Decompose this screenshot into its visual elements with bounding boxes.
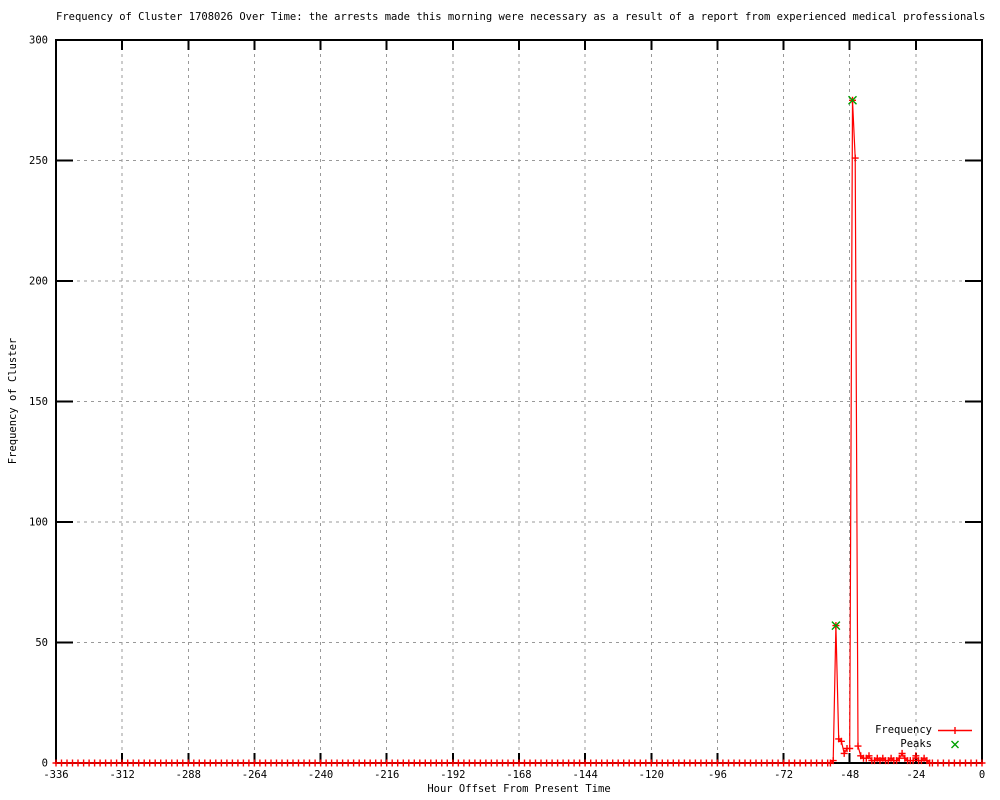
x-tick-label: -240	[308, 769, 333, 781]
x-tick-label: -288	[176, 769, 201, 781]
series-markers-frequency	[52, 96, 986, 767]
x-tick-label: -96	[708, 769, 727, 781]
series-markers-peaks	[831, 95, 857, 631]
y-tick-label: 0	[42, 758, 48, 770]
x-tick-label: -72	[774, 769, 793, 781]
x-tick-label: -216	[374, 769, 399, 781]
frequency-line-plus-icon	[938, 726, 972, 734]
x-tick-label: -24	[906, 769, 925, 781]
chart-title: Frequency of Cluster 1708026 Over Time: …	[56, 11, 986, 23]
x-tick-label: -144	[572, 769, 597, 781]
y-tick-label: 250	[29, 155, 48, 167]
y-tick-label: 200	[29, 276, 48, 288]
x-tick-label: -336	[43, 769, 68, 781]
x-axis-label: Hour Offset From Present Time	[427, 783, 611, 795]
legend: Frequency Peaks	[800, 723, 972, 751]
x-tick-label: -312	[109, 769, 134, 781]
y-tick-label: 50	[35, 637, 48, 649]
x-tick-label: -264	[242, 769, 267, 781]
x-tick-label: -168	[506, 769, 531, 781]
x-tick-label: -120	[639, 769, 664, 781]
y-axis-label: Frequency of Cluster	[7, 337, 19, 465]
y-tick-label: 150	[29, 396, 48, 408]
legend-item-frequency: Frequency	[800, 723, 972, 737]
x-tick-label: 0	[979, 769, 985, 781]
x-tick-label: -48	[840, 769, 859, 781]
y-tick-label: 100	[29, 517, 48, 529]
peaks-x-marker-icon	[951, 740, 959, 748]
legend-label-frequency: Frequency	[875, 724, 932, 736]
x-tick-label: -192	[440, 769, 465, 781]
legend-item-peaks: Peaks	[800, 737, 972, 751]
y-tick-label: 300	[29, 35, 48, 47]
legend-label-peaks: Peaks	[900, 738, 932, 750]
